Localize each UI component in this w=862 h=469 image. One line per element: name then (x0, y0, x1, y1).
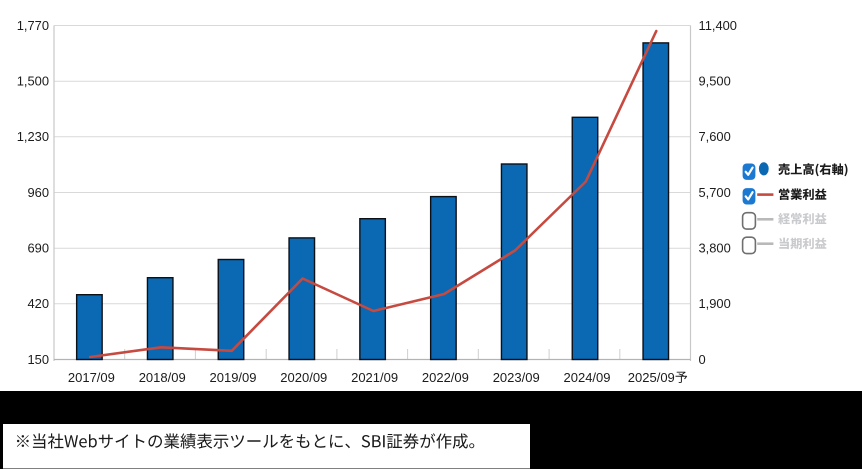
svg-text:1,770: 1,770 (17, 18, 49, 33)
svg-text:0: 0 (699, 352, 706, 367)
svg-text:420: 420 (27, 296, 49, 311)
svg-text:2024/09: 2024/09 (564, 370, 611, 385)
svg-text:11,400: 11,400 (699, 18, 737, 33)
svg-text:2023/09: 2023/09 (493, 370, 540, 385)
svg-text:2022/09: 2022/09 (422, 370, 469, 385)
svg-text:2020/09: 2020/09 (280, 370, 327, 385)
svg-text:960: 960 (27, 185, 49, 200)
svg-text:2018/09: 2018/09 (139, 370, 186, 385)
svg-text:150: 150 (27, 352, 49, 367)
svg-text:1,900: 1,900 (699, 296, 731, 311)
svg-text:2017/09: 2017/09 (68, 370, 115, 385)
svg-text:1,230: 1,230 (17, 129, 49, 144)
svg-text:2021/09: 2021/09 (351, 370, 398, 385)
svg-text:690: 690 (27, 241, 49, 256)
svg-text:5,700: 5,700 (699, 185, 731, 200)
svg-text:3,800: 3,800 (699, 241, 731, 256)
svg-text:7,600: 7,600 (699, 129, 731, 144)
svg-text:2025/09: 2025/09 (628, 370, 675, 385)
svg-text:1,500: 1,500 (17, 74, 49, 89)
svg-text:9,500: 9,500 (699, 74, 731, 89)
svg-text:2019/09: 2019/09 (210, 370, 257, 385)
